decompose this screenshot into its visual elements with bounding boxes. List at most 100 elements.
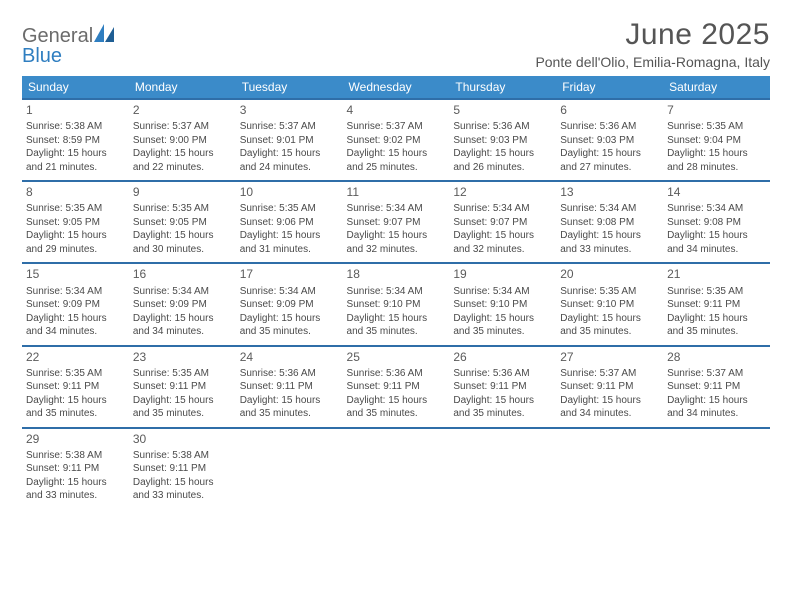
- sunset-line: Sunset: 9:08 PM: [560, 216, 659, 230]
- daylight-line: Daylight: 15 hours and 35 minutes.: [560, 312, 659, 339]
- sunrise-line: Sunrise: 5:34 AM: [347, 285, 446, 299]
- day-cell: 16Sunrise: 5:34 AMSunset: 9:09 PMDayligh…: [129, 263, 236, 345]
- daylight-line: Daylight: 15 hours and 32 minutes.: [453, 229, 552, 256]
- daylight-line: Daylight: 15 hours and 34 minutes.: [26, 312, 125, 339]
- sunset-line: Sunset: 9:11 PM: [133, 462, 232, 476]
- sunrise-line: Sunrise: 5:38 AM: [133, 449, 232, 463]
- day-number: 12: [453, 182, 552, 202]
- day-number: 19: [453, 264, 552, 284]
- sunrise-line: Sunrise: 5:35 AM: [667, 120, 766, 134]
- sunrise-line: Sunrise: 5:34 AM: [453, 285, 552, 299]
- daylight-line: Daylight: 15 hours and 35 minutes.: [133, 394, 232, 421]
- day-number: 5: [453, 100, 552, 120]
- sunset-line: Sunset: 9:08 PM: [667, 216, 766, 230]
- daylight-line: Daylight: 15 hours and 35 minutes.: [347, 312, 446, 339]
- sunset-line: Sunset: 9:11 PM: [453, 380, 552, 394]
- day-cell: 11Sunrise: 5:34 AMSunset: 9:07 PMDayligh…: [343, 181, 450, 263]
- sunrise-line: Sunrise: 5:36 AM: [453, 367, 552, 381]
- day-number: 21: [667, 264, 766, 284]
- calendar-row: 29Sunrise: 5:38 AMSunset: 9:11 PMDayligh…: [22, 428, 770, 509]
- day-number: 10: [240, 182, 339, 202]
- daylight-line: Daylight: 15 hours and 31 minutes.: [240, 229, 339, 256]
- sunrise-line: Sunrise: 5:35 AM: [133, 367, 232, 381]
- daylight-line: Daylight: 15 hours and 34 minutes.: [667, 229, 766, 256]
- day-cell: 22Sunrise: 5:35 AMSunset: 9:11 PMDayligh…: [22, 346, 129, 428]
- day-cell: 7Sunrise: 5:35 AMSunset: 9:04 PMDaylight…: [663, 99, 770, 181]
- day-number: 23: [133, 347, 232, 367]
- daylight-line: Daylight: 15 hours and 33 minutes.: [133, 476, 232, 503]
- day-number: 18: [347, 264, 446, 284]
- sunrise-line: Sunrise: 5:35 AM: [240, 202, 339, 216]
- sunset-line: Sunset: 9:11 PM: [240, 380, 339, 394]
- title-block: June 2025 Ponte dell'Olio, Emilia-Romagn…: [535, 18, 770, 70]
- sunset-line: Sunset: 9:09 PM: [26, 298, 125, 312]
- weekday-header: Monday: [129, 76, 236, 99]
- day-cell: 27Sunrise: 5:37 AMSunset: 9:11 PMDayligh…: [556, 346, 663, 428]
- sunset-line: Sunset: 9:07 PM: [347, 216, 446, 230]
- day-number: 30: [133, 429, 232, 449]
- calendar-row: 1Sunrise: 5:38 AMSunset: 8:59 PMDaylight…: [22, 99, 770, 181]
- empty-cell: [343, 428, 450, 509]
- day-number: 25: [347, 347, 446, 367]
- sail-icon: [94, 29, 116, 46]
- weekday-header: Thursday: [449, 76, 556, 99]
- daylight-line: Daylight: 15 hours and 28 minutes.: [667, 147, 766, 174]
- daylight-line: Daylight: 15 hours and 35 minutes.: [240, 312, 339, 339]
- daylight-line: Daylight: 15 hours and 34 minutes.: [560, 394, 659, 421]
- day-number: 27: [560, 347, 659, 367]
- sunset-line: Sunset: 9:03 PM: [453, 134, 552, 148]
- daylight-line: Daylight: 15 hours and 30 minutes.: [133, 229, 232, 256]
- weekday-header: Saturday: [663, 76, 770, 99]
- sunrise-line: Sunrise: 5:35 AM: [560, 285, 659, 299]
- daylight-line: Daylight: 15 hours and 34 minutes.: [667, 394, 766, 421]
- daylight-line: Daylight: 15 hours and 35 minutes.: [347, 394, 446, 421]
- sunrise-line: Sunrise: 5:35 AM: [667, 285, 766, 299]
- sunset-line: Sunset: 9:11 PM: [26, 380, 125, 394]
- day-number: 17: [240, 264, 339, 284]
- day-cell: 4Sunrise: 5:37 AMSunset: 9:02 PMDaylight…: [343, 99, 450, 181]
- sunrise-line: Sunrise: 5:34 AM: [453, 202, 552, 216]
- daylight-line: Daylight: 15 hours and 22 minutes.: [133, 147, 232, 174]
- day-cell: 6Sunrise: 5:36 AMSunset: 9:03 PMDaylight…: [556, 99, 663, 181]
- sunrise-line: Sunrise: 5:36 AM: [347, 367, 446, 381]
- sunrise-line: Sunrise: 5:38 AM: [26, 449, 125, 463]
- day-cell: 10Sunrise: 5:35 AMSunset: 9:06 PMDayligh…: [236, 181, 343, 263]
- sunset-line: Sunset: 9:11 PM: [667, 298, 766, 312]
- brand-logo: General Blue: [22, 18, 116, 67]
- day-number: 15: [26, 264, 125, 284]
- sunrise-line: Sunrise: 5:35 AM: [26, 367, 125, 381]
- sunset-line: Sunset: 8:59 PM: [26, 134, 125, 148]
- weekday-header: Tuesday: [236, 76, 343, 99]
- sunset-line: Sunset: 9:11 PM: [347, 380, 446, 394]
- day-cell: 3Sunrise: 5:37 AMSunset: 9:01 PMDaylight…: [236, 99, 343, 181]
- sunrise-line: Sunrise: 5:37 AM: [667, 367, 766, 381]
- weekday-header: Sunday: [22, 76, 129, 99]
- day-cell: 23Sunrise: 5:35 AMSunset: 9:11 PMDayligh…: [129, 346, 236, 428]
- day-cell: 8Sunrise: 5:35 AMSunset: 9:05 PMDaylight…: [22, 181, 129, 263]
- empty-cell: [556, 428, 663, 509]
- empty-cell: [449, 428, 556, 509]
- day-cell: 29Sunrise: 5:38 AMSunset: 9:11 PMDayligh…: [22, 428, 129, 509]
- sunset-line: Sunset: 9:09 PM: [133, 298, 232, 312]
- sunset-line: Sunset: 9:07 PM: [453, 216, 552, 230]
- daylight-line: Daylight: 15 hours and 25 minutes.: [347, 147, 446, 174]
- sunset-line: Sunset: 9:11 PM: [667, 380, 766, 394]
- day-number: 26: [453, 347, 552, 367]
- empty-cell: [663, 428, 770, 509]
- weekday-header-row: Sunday Monday Tuesday Wednesday Thursday…: [22, 76, 770, 99]
- sunset-line: Sunset: 9:05 PM: [26, 216, 125, 230]
- sunset-line: Sunset: 9:11 PM: [133, 380, 232, 394]
- day-number: 13: [560, 182, 659, 202]
- day-number: 6: [560, 100, 659, 120]
- day-number: 16: [133, 264, 232, 284]
- daylight-line: Daylight: 15 hours and 35 minutes.: [453, 312, 552, 339]
- sunrise-line: Sunrise: 5:37 AM: [347, 120, 446, 134]
- day-number: 4: [347, 100, 446, 120]
- sunrise-line: Sunrise: 5:36 AM: [560, 120, 659, 134]
- sunset-line: Sunset: 9:11 PM: [26, 462, 125, 476]
- day-number: 29: [26, 429, 125, 449]
- day-number: 1: [26, 100, 125, 120]
- brand-word-2: Blue: [22, 45, 62, 67]
- day-number: 24: [240, 347, 339, 367]
- day-cell: 20Sunrise: 5:35 AMSunset: 9:10 PMDayligh…: [556, 263, 663, 345]
